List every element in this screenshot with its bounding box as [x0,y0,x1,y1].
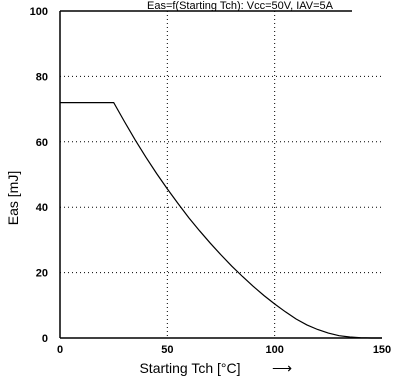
y-tick-label: 0 [42,333,48,345]
x-axis-arrow: ⟶ [272,360,292,376]
x-axis-label: Starting Tch [°C] [139,360,240,376]
chart-title: Eas=f(Starting Tch): Vcc=50V, IAV=5A [147,0,334,12]
grid [60,11,382,338]
series-layer [60,101,382,339]
y-axis-label: Eas [mJ] [5,171,21,225]
x-tick-label: 50 [161,344,173,356]
y-tick-label: 80 [36,71,48,83]
y-tick-labels: 0 20 40 60 80 100 [30,6,48,345]
y-tick-label: 100 [30,6,48,18]
x-tick-label: 150 [373,344,391,356]
series-line [60,101,382,339]
x-tick-label: 0 [57,344,63,356]
y-tick-label: 60 [36,137,48,149]
x-tick-label: 100 [265,344,283,356]
x-tick-labels: 0 50 100 150 [57,344,391,356]
plot-frame [59,10,382,339]
y-tick-label: 40 [36,202,48,214]
y-tick-label: 20 [36,268,48,280]
